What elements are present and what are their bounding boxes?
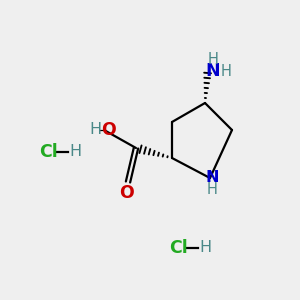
Text: H: H bbox=[69, 145, 81, 160]
Text: O: O bbox=[118, 184, 134, 202]
Text: N: N bbox=[206, 62, 220, 80]
Text: O: O bbox=[102, 121, 116, 139]
Text: N: N bbox=[205, 170, 219, 185]
Text: Cl: Cl bbox=[169, 239, 188, 257]
Text: H: H bbox=[208, 52, 218, 67]
Text: H: H bbox=[220, 64, 231, 79]
Text: H: H bbox=[199, 241, 211, 256]
Text: H: H bbox=[207, 182, 218, 197]
Text: H: H bbox=[89, 122, 101, 137]
Text: Cl: Cl bbox=[39, 143, 57, 161]
